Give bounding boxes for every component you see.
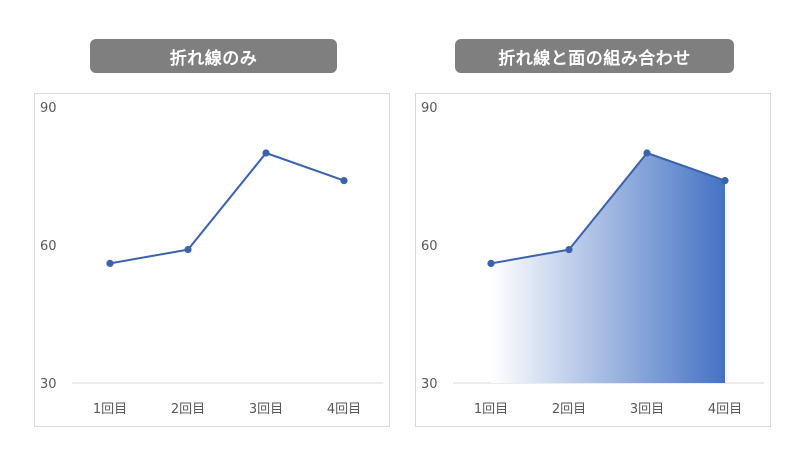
right-y-tick-label: 30	[421, 377, 438, 392]
right-y-tick-label: 90	[421, 101, 438, 116]
left-data-point	[184, 246, 192, 254]
left-x-category-label: 3回目	[249, 402, 283, 417]
right-data-point	[643, 149, 651, 157]
left-y-tick-label: 90	[40, 101, 57, 116]
chart-title-line-and-area: 折れ線と面の組み合わせ	[455, 39, 734, 73]
left-y-tick-label: 30	[40, 377, 57, 392]
right-series-line	[490, 152, 726, 265]
chart-frame-line-only	[34, 93, 390, 427]
left-data-point	[340, 177, 348, 185]
right-x-category-label: 2回目	[552, 402, 586, 417]
right-x-category-label: 4回目	[708, 402, 742, 417]
left-data-point	[106, 259, 114, 267]
right-x-category-label: 1回目	[474, 402, 508, 417]
right-y-tick-label: 60	[421, 239, 438, 254]
right-data-point	[487, 259, 495, 267]
right-data-point	[565, 246, 573, 254]
left-x-category-label: 1回目	[93, 402, 127, 417]
left-series-line	[109, 152, 345, 265]
right-x-category-label: 3回目	[630, 402, 664, 417]
right-area-fill	[491, 153, 725, 383]
left-x-category-label: 2回目	[171, 402, 205, 417]
left-data-point	[262, 149, 270, 157]
left-y-tick-label: 60	[40, 239, 57, 254]
chart-title-line-only: 折れ線のみ	[90, 39, 337, 73]
left-x-category-label: 4回目	[327, 402, 361, 417]
right-data-point	[721, 177, 729, 185]
